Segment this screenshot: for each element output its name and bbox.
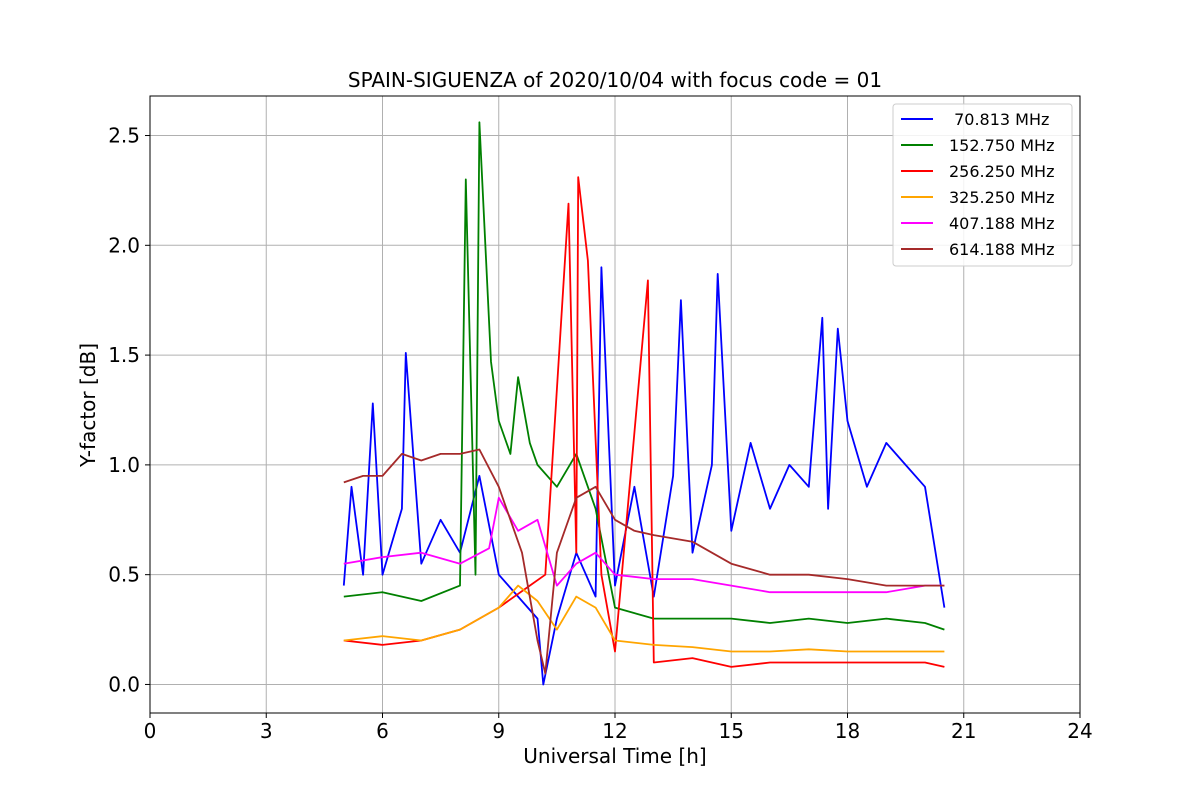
y-tick-label: 0.5 <box>108 563 140 587</box>
series-line-3 <box>343 584 945 653</box>
chart-title: SPAIN-SIGUENZA of 2020/10/04 with focus … <box>348 68 882 92</box>
x-tick-label: 0 <box>144 719 157 743</box>
legend-label: 614.188 MHz <box>949 240 1054 259</box>
y-tick-label: 0.0 <box>108 672 140 696</box>
series-line-1 <box>343 121 945 631</box>
y-tick-label: 1.5 <box>108 343 140 367</box>
legend-label: 407.188 MHz <box>949 214 1054 233</box>
legend-label: 325.250 MHz <box>949 188 1054 207</box>
y-tick-label: 2.5 <box>108 124 140 148</box>
series-line-5 <box>343 448 945 675</box>
x-tick-label: 12 <box>602 719 627 743</box>
y-axis-ticks: 0.0 0.5 1.0 1.5 2.0 2.5 <box>108 124 150 696</box>
legend: 70.813 MHz 152.750 MHz 256.250 MHz 325.250 … <box>892 103 1073 267</box>
x-axis-ticks: 0 3 6 9 12 15 18 21 24 <box>144 713 1093 743</box>
x-tick-label: 15 <box>719 719 744 743</box>
x-tick-label: 18 <box>835 719 860 743</box>
series-line-0 <box>342 266 946 686</box>
legend-label: 70.813 MHz <box>949 110 1049 129</box>
y-axis-label: Y-factor [dB] <box>76 343 100 468</box>
y-tick-label: 1.0 <box>108 453 140 477</box>
x-tick-label: 24 <box>1067 719 1092 743</box>
legend-label: 152.750 MHz <box>949 136 1054 155</box>
legend-box <box>892 103 1073 267</box>
x-tick-label: 9 <box>492 719 505 743</box>
x-tick-label: 6 <box>376 719 389 743</box>
series-lines <box>342 121 946 686</box>
x-tick-label: 21 <box>951 719 976 743</box>
series-line-4 <box>343 496 945 594</box>
y-tick-label: 2.0 <box>108 233 140 257</box>
x-tick-label: 3 <box>260 719 273 743</box>
x-axis-label: Universal Time [h] <box>523 744 706 768</box>
legend-label: 256.250 MHz <box>949 162 1054 181</box>
